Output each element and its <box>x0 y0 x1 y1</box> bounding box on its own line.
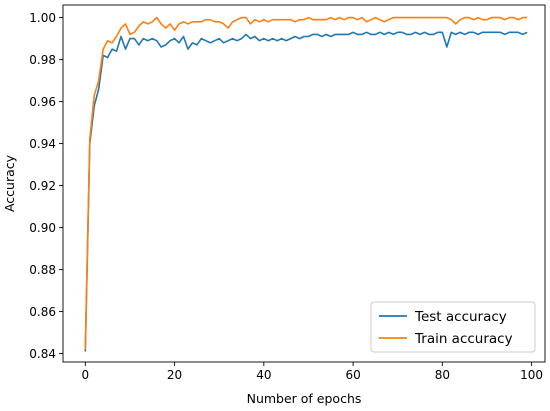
legend-label: Test accuracy <box>414 309 507 325</box>
y-tick-label: 0.96 <box>29 95 56 109</box>
plot-lines <box>84 16 528 352</box>
y-tick-label: 0.90 <box>29 221 56 235</box>
x-tick-label: 40 <box>256 368 271 382</box>
x-tick-label: 80 <box>435 368 450 382</box>
legend-box <box>370 301 536 353</box>
y-axis: 0.84 0.86 0.88 0.90 0.92 0.94 0.96 0.98 1.00 <box>29 11 63 361</box>
y-tick-label: 0.98 <box>29 53 56 67</box>
y-tick-label: 0.86 <box>29 305 56 319</box>
x-tick-label: 0 <box>81 368 89 382</box>
x-tick-label: 100 <box>520 368 543 382</box>
series-line-train-accuracy <box>84 16 528 350</box>
y-tick-label: 0.94 <box>29 137 56 151</box>
y-tick-label: 1.00 <box>29 11 56 25</box>
x-tick-label: 60 <box>345 368 360 382</box>
x-tick-label: 20 <box>167 368 182 382</box>
y-tick-label: 0.88 <box>29 263 56 277</box>
x-axis: 0 20 40 60 80 100 <box>81 362 543 382</box>
legend-label: Train accuracy <box>414 331 513 347</box>
x-axis-label: Number of epochs <box>247 391 362 406</box>
y-tick-label: 0.84 <box>29 347 56 361</box>
legend: Test accuracy Train accuracy <box>370 301 536 353</box>
plot-frame <box>62 4 546 363</box>
y-axis-label: Accuracy <box>2 154 17 212</box>
y-tick-label: 0.92 <box>29 179 56 193</box>
series-line-test-accuracy <box>84 31 528 352</box>
